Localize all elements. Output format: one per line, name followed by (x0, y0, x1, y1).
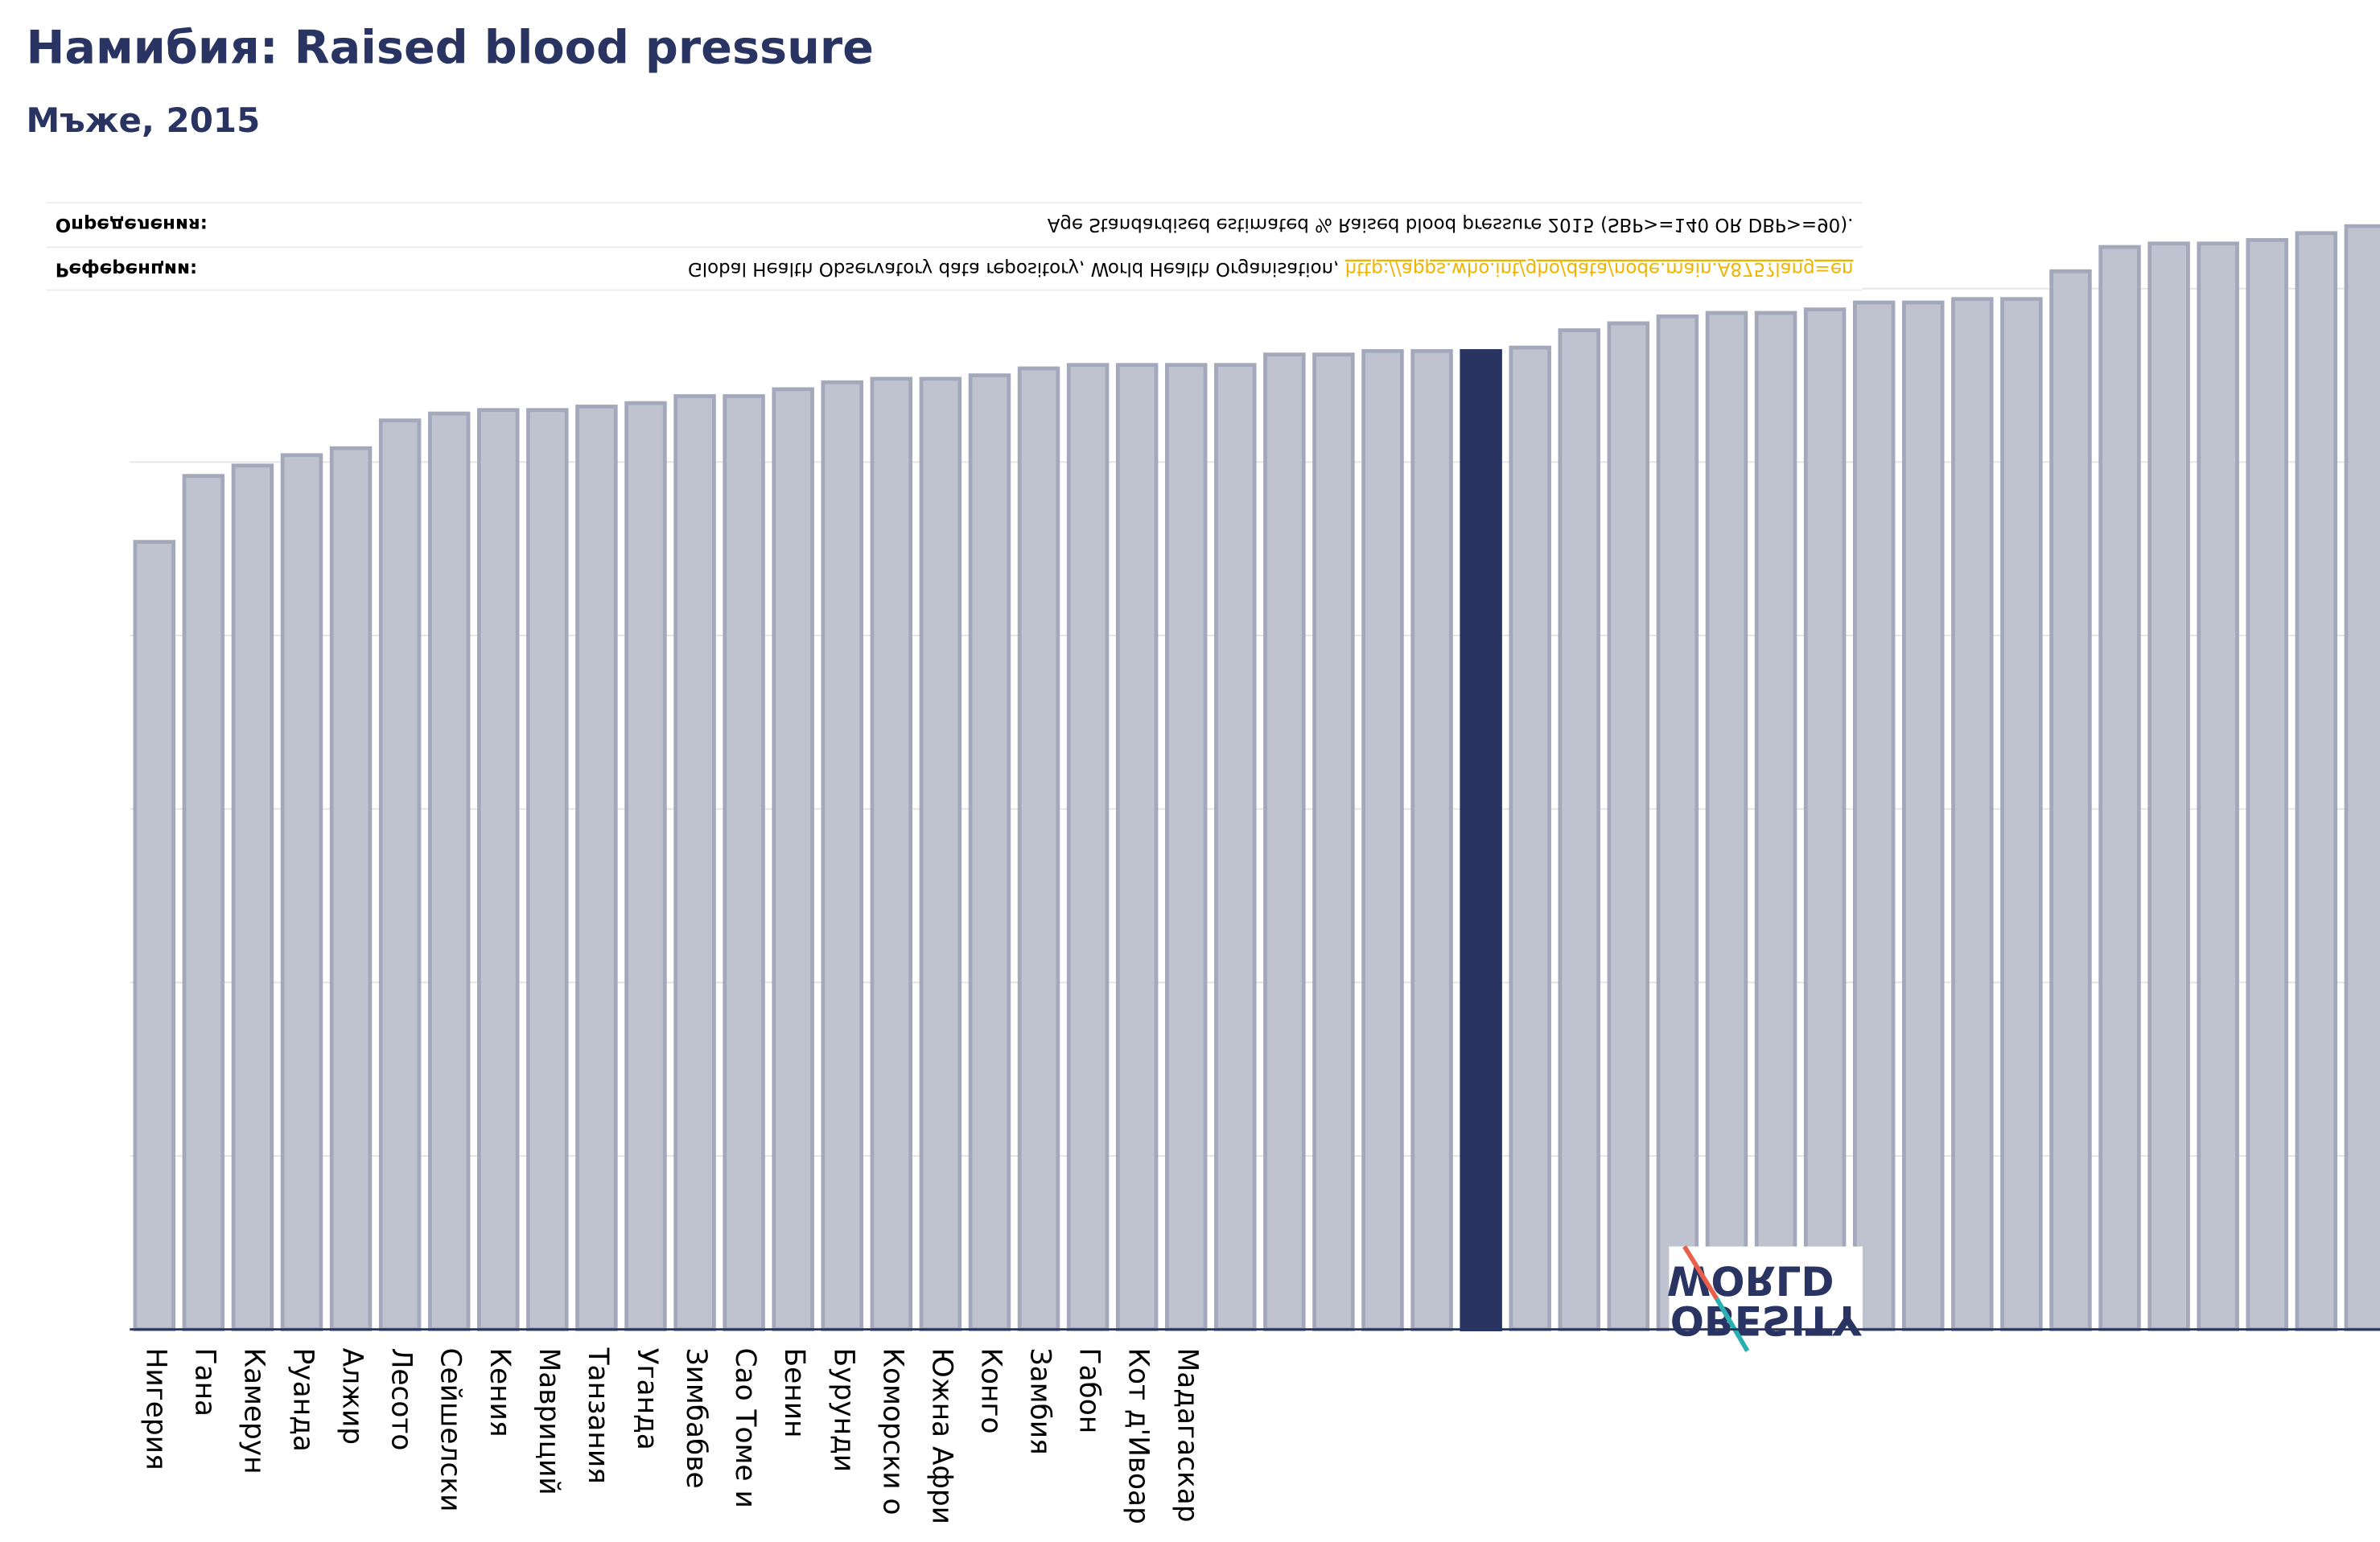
x-tick-label: Зимбабве (680, 1348, 712, 1489)
bar (1115, 363, 1159, 1332)
bar (1705, 310, 1748, 1332)
logo-line1: OBESITY (1670, 1297, 1863, 1343)
chart-title: Намибия: Raised blood pressure (26, 21, 873, 75)
bar (2098, 245, 2141, 1332)
bar (378, 418, 422, 1332)
x-tick-label: Кения (484, 1348, 516, 1437)
bar (968, 373, 1011, 1332)
x-tick-label: Замбия (1024, 1348, 1056, 1455)
x-tick-label: Коморски о (876, 1348, 908, 1515)
bar (1951, 297, 1994, 1332)
bar (1410, 349, 1453, 1332)
reference-label: Референции: (56, 258, 197, 279)
logo-line2: WORLD (1667, 1256, 1834, 1303)
bar (2049, 269, 2092, 1332)
reference-row: Референции: Global Health Observatory da… (56, 258, 1854, 279)
x-tick-label: Камерун (237, 1348, 270, 1474)
x-tick-label: Бенин (778, 1348, 810, 1438)
bar (1361, 349, 1404, 1332)
definition-row: Определения: Age Standardised estimated … (56, 214, 1854, 235)
bar (329, 446, 373, 1332)
x-tick-label: Танзания (582, 1347, 614, 1484)
bar (231, 463, 274, 1332)
bar (624, 401, 667, 1332)
x-tick-label: Нигерия (139, 1348, 171, 1470)
x-tick-label: Алжир (336, 1348, 369, 1445)
bar (919, 376, 962, 1332)
definition-text: Age Standardised estimated % Raised bloo… (1048, 214, 1854, 235)
bar (772, 387, 814, 1332)
notes-box: Определения: Age Standardised estimated … (46, 201, 1863, 291)
bar (1509, 345, 1551, 1332)
bar (182, 474, 225, 1332)
logo-bg (1669, 1246, 1863, 1351)
bar (2197, 241, 2239, 1332)
logo-stroke (1715, 1297, 1750, 1352)
bar (1902, 300, 1945, 1332)
bar (427, 411, 471, 1332)
bar (1263, 352, 1306, 1332)
x-tick-label: Кот д'Ивоар (1122, 1348, 1155, 1524)
bar (2246, 238, 2288, 1332)
bar (2147, 241, 2190, 1332)
x-tick-label: Уганда (631, 1348, 663, 1450)
x-tick-label: Конго (974, 1348, 1007, 1434)
definition-label: Определения: (56, 214, 208, 235)
x-tick-label: Бурунди (827, 1348, 859, 1473)
bar (477, 408, 520, 1332)
x-tick-label: Габон (1073, 1348, 1106, 1434)
logo: OBESITY WORLD (1667, 1245, 1863, 1352)
x-tick-label: Руанда (286, 1348, 319, 1452)
bar (1754, 310, 1797, 1332)
bar (2000, 297, 2043, 1332)
bar (1803, 307, 1847, 1332)
bar (280, 453, 323, 1332)
bar (1852, 300, 1896, 1332)
bar (133, 540, 176, 1332)
x-tick-label: Лесото (385, 1348, 418, 1451)
bar (1066, 363, 1110, 1332)
x-tick-label: Сейшелски (434, 1348, 467, 1512)
x-tick-label: Сао Томе и (729, 1348, 761, 1508)
bar (870, 376, 913, 1332)
bar (1214, 363, 1257, 1332)
x-tick-label: Мавриций (533, 1348, 565, 1495)
bar (575, 405, 618, 1332)
bar (2344, 224, 2380, 1332)
x-tick-label: Южна Афри (925, 1348, 957, 1524)
bar (1312, 352, 1355, 1332)
reference-text: Global Health Observatory data repositor… (688, 258, 1853, 279)
reference-link[interactable]: http://apps.who.int/gho/data/node.main.A… (1345, 258, 1854, 279)
highlight-bar (1460, 349, 1502, 1332)
bar (2295, 231, 2338, 1332)
reference-source: Global Health Observatory data repositor… (688, 258, 1345, 279)
bar (1164, 363, 1208, 1332)
bar (1656, 314, 1699, 1332)
bar (821, 380, 863, 1332)
bar (723, 394, 765, 1332)
chart-subtitle: Мъже, 2015 (26, 101, 260, 140)
logo-stroke (1682, 1245, 1719, 1301)
bar (526, 408, 569, 1332)
x-labels: Нигерия Гана Камерун Руанда Алжир Лесото Сейше… (139, 1347, 1203, 1524)
x-tick-label: Гана (188, 1348, 220, 1417)
bar (1558, 328, 1601, 1332)
x-tick-label: Мадагаскар (1171, 1348, 1204, 1523)
logo-text: OBESITY WORLD (1667, 1256, 1863, 1343)
bar (1607, 321, 1650, 1332)
bar (1017, 366, 1060, 1332)
bars (133, 224, 2380, 1332)
bar (673, 394, 716, 1332)
